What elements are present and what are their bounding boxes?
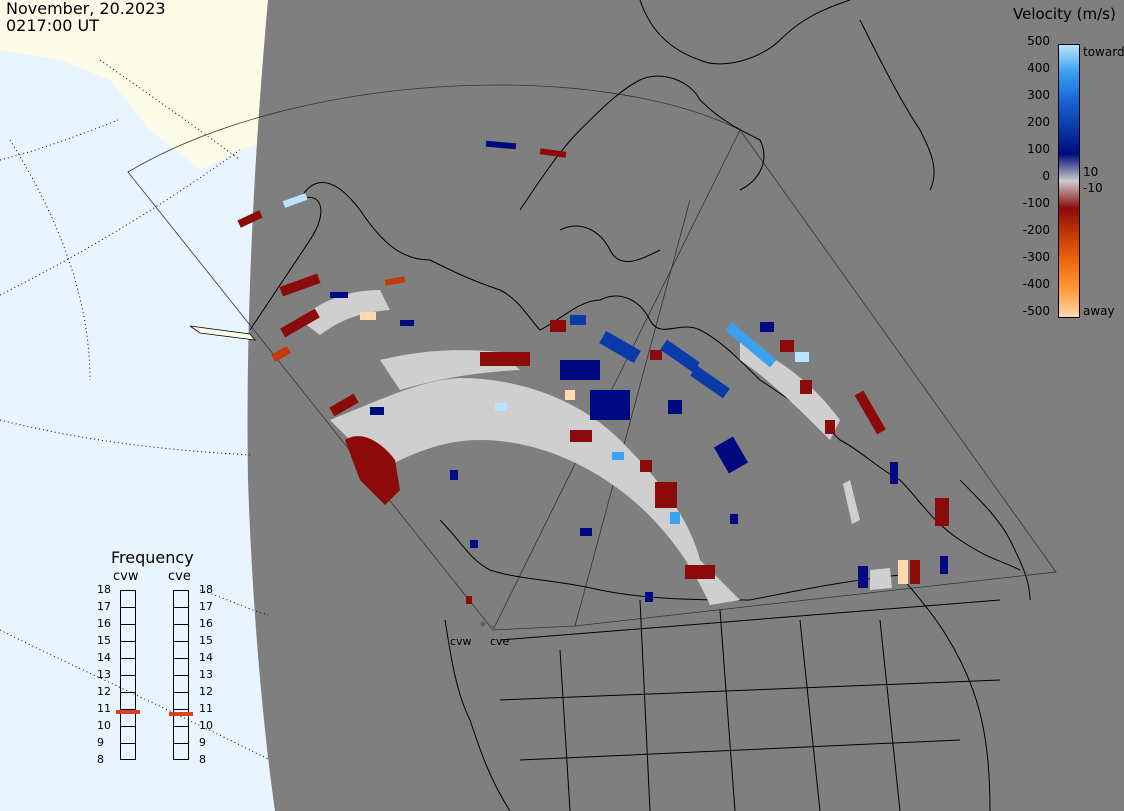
colorbar-plus10-label: 10 <box>1083 165 1099 179</box>
frequency-gridline <box>173 641 189 642</box>
frequency-gridline <box>173 743 189 744</box>
radar-label-cvw: cvw <box>450 635 472 648</box>
frequency-scale-label: 10 <box>97 719 111 732</box>
time-label: 0217:00 UT <box>6 16 100 35</box>
frequency-scale-label: 11 <box>97 702 111 715</box>
frequency-scale-label: 15 <box>97 634 111 647</box>
radar-site-cve <box>490 625 496 631</box>
frequency-scale-label: 14 <box>97 651 111 664</box>
frequency-scale-label: 13 <box>97 668 111 681</box>
colorbar-toward-label: toward <box>1083 45 1124 59</box>
colorbar-tick-label: 400 <box>1027 61 1050 75</box>
frequency-scale-label: 12 <box>199 685 213 698</box>
aleutian-islands <box>189 325 256 341</box>
frequency-gridline <box>120 709 136 710</box>
frequency-radar-cvw: cvw <box>113 569 139 584</box>
colorbar-tick-label: -400 <box>1022 277 1050 291</box>
frequency-scale-label: 8 <box>97 753 104 766</box>
colorbar-away-label: away <box>1083 304 1115 318</box>
frequency-scale-label: 17 <box>199 600 213 613</box>
frequency-gridline <box>173 658 189 659</box>
frequency-scale-label: 14 <box>199 651 213 664</box>
frequency-scale-label: 10 <box>199 719 213 732</box>
frequency-gridline <box>120 641 136 642</box>
frequency-gridline <box>173 675 189 676</box>
colorbar-tick-label: -300 <box>1022 250 1050 264</box>
fov-outline <box>127 84 1057 631</box>
frequency-gridline <box>120 658 136 659</box>
frequency-scale-label: 13 <box>199 668 213 681</box>
frequency-scale-label: 15 <box>199 634 213 647</box>
frequency-gridline <box>120 743 136 744</box>
velocity-colorbar <box>1058 44 1080 318</box>
frequency-gridline <box>120 692 136 693</box>
frequency-scale-label: 16 <box>97 617 111 630</box>
frequency-scale-label: 16 <box>199 617 213 630</box>
frequency-gridline <box>120 607 136 608</box>
ground-scatter <box>300 290 892 605</box>
radar-label-cve: cve <box>490 635 510 648</box>
frequency-gridline <box>173 726 189 727</box>
colorbar-tick-label: -500 <box>1022 304 1050 318</box>
night-region <box>247 0 1124 811</box>
sea-ice-region <box>0 0 268 170</box>
frequency-scale-label: 11 <box>199 702 213 715</box>
frequency-scale-label: 18 <box>97 583 111 596</box>
frequency-gridline <box>120 675 136 676</box>
graticule <box>0 59 271 761</box>
colorbar-tick-label: -200 <box>1022 223 1050 237</box>
frequency-scale-label: 12 <box>97 685 111 698</box>
colorbar-tick-label: 0 <box>1042 169 1050 183</box>
velocity-scatter <box>237 140 949 604</box>
frequency-gridline <box>120 624 136 625</box>
frequency-radar-cve: cve <box>168 569 191 584</box>
coastlines <box>249 0 1031 811</box>
colorbar-tick-label: 300 <box>1027 88 1050 102</box>
frequency-marker-cvw <box>116 710 140 715</box>
frequency-scale-label: 17 <box>97 600 111 613</box>
frequency-scale-label: 18 <box>199 583 213 596</box>
frequency-marker-cve <box>169 712 193 717</box>
frequency-scale-label: 9 <box>97 736 104 749</box>
colorbar-tick-label: 500 <box>1027 34 1050 48</box>
frequency-title: Frequency <box>111 548 194 567</box>
frequency-gridline <box>173 692 189 693</box>
frequency-gridline <box>173 607 189 608</box>
colorbar-tick-label: 200 <box>1027 115 1050 129</box>
frequency-gridline <box>173 624 189 625</box>
frequency-gridline <box>120 726 136 727</box>
date-label: November, 20.2023 <box>6 0 166 18</box>
frequency-scale-label: 8 <box>199 753 206 766</box>
radar-site-cvw <box>480 621 486 627</box>
frequency-gridline <box>173 709 189 710</box>
colorbar-minus10-label: -10 <box>1083 181 1103 195</box>
colorbar-tick-label: -100 <box>1022 196 1050 210</box>
colorbar-tick-label: 100 <box>1027 142 1050 156</box>
colorbar-title: Velocity (m/s) <box>1013 5 1116 23</box>
frequency-scale-label: 9 <box>199 736 206 749</box>
